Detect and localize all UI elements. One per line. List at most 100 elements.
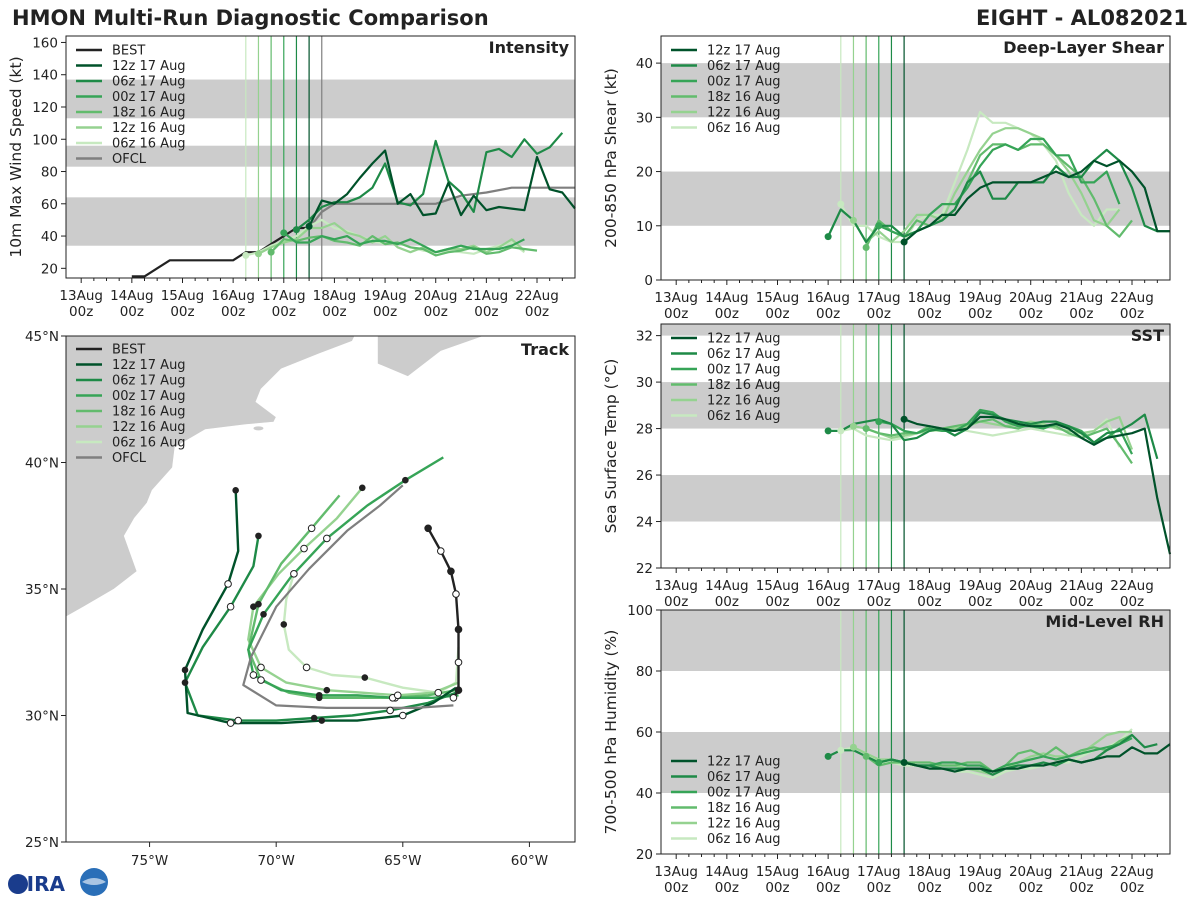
shear-legend-label: 12z 17 Aug [707,44,781,59]
track-day-marker [323,686,331,694]
track-series-run [247,456,459,699]
track-day-marker [232,487,239,494]
track-day-marker [402,476,409,484]
intensity-ytick-label: 100 [32,132,58,148]
track-day-marker [323,534,331,543]
track-day-marker [318,717,326,724]
shear-xtick-hour: 00z [664,306,688,322]
shear-series-start-marker [875,222,883,230]
shear-xtick-day: 13Aug [654,290,698,306]
track-series-ofcl [242,484,454,710]
intensity-ylabel: 10m Max Wind Speed (kt) [7,56,25,257]
cira-logo-swirl [82,878,106,885]
rh-series-start-marker [837,746,845,754]
sst-series-start-marker [837,427,845,435]
track-best-marker [436,547,445,555]
intensity-legend-label: 18z 16 Aug [112,106,186,121]
sst-ytick-label: 30 [636,375,653,391]
sst-xtick-hour: 00z [1019,594,1043,610]
intensity-series-start-marker [305,222,313,230]
sst-xtick-hour: 00z [1069,594,1093,610]
track-day-marker [234,716,242,725]
sst-xtick-day: 13Aug [654,578,698,594]
shear-ytick-label: 10 [636,219,653,235]
intensity-series-start-marker [242,251,250,259]
intensity-xtick-day: 20Aug [414,288,458,304]
sst-xtick-day: 20Aug [1009,578,1053,594]
shear-xtick-hour: 00z [867,306,891,322]
storm-id: EIGHT - AL082021 [976,6,1188,30]
track-ytick-label: 30°N [25,709,59,725]
figure-title: HMON Multi-Run Diagnostic Comparison [12,6,489,30]
sst-band [661,324,1170,336]
track-day-marker [255,600,262,608]
track-day-marker [255,532,262,540]
shear-ytick-label: 0 [644,273,653,289]
shear-xtick-day: 14Aug [705,290,749,306]
shear-xtick-hour: 00z [816,306,840,322]
shear-panel-title: Deep-Layer Shear [1003,38,1164,57]
rh-legend-label: 12z 16 Aug [707,817,781,832]
shear-xtick-hour: 00z [968,306,992,322]
track-best-marker [447,567,455,576]
sst-band [661,475,1170,522]
track-day-marker [290,570,298,578]
rh-series-start-marker [875,759,883,766]
intensity-series-run [283,231,525,254]
intensity-legend-label: 06z 16 Aug [112,137,186,152]
rh-ytick-label: 80 [636,664,653,680]
intensity-series-run [270,235,538,257]
track-day-marker [226,719,235,727]
intensity-xtick-day: 18Aug [313,288,357,304]
sst-ytick-label: 22 [636,561,653,577]
intensity-series-run [295,132,564,231]
sst-series-start-marker [849,422,857,430]
sst-series-start-marker [875,418,883,426]
sst-series-start-marker [862,425,870,433]
intensity-legend-label: 06z 17 Aug [112,75,186,90]
track-day-marker [358,484,366,492]
intensity-ytick-label: 60 [41,197,58,213]
shear-xtick-day: 15Aug [756,290,800,306]
shear-series-run [903,159,1170,243]
rh-ytick-label: 100 [627,603,653,619]
track-ytick-label: 45°N [25,329,59,345]
intensity-series-start-marker [267,248,275,256]
track-day-marker [260,611,267,618]
intensity-xtick-hour: 00z [373,304,397,320]
intensity-xtick-hour: 00z [272,304,296,320]
shear-ytick-label: 30 [636,110,653,126]
sst-xtick-day: 14Aug [705,578,749,594]
track-legend-label: BEST [112,343,145,358]
track-day-marker [310,714,318,722]
sst-xtick-day: 21Aug [1060,578,1104,594]
sst-background [661,324,1170,568]
rh-ylabel: 700-500 hPa Humidity (%) [602,630,620,835]
shear-legend-label: 00z 17 Aug [707,75,781,90]
track-best-marker [454,625,463,634]
sst-ytick-label: 24 [636,515,653,531]
intensity-band [66,145,575,167]
rh-xtick-hour: 00z [715,880,739,896]
rh-legend-label: 12z 17 Aug [707,755,781,770]
track-day-marker [393,691,402,700]
sst-series-run [903,415,1172,555]
track-day-marker [226,602,235,611]
rh-xtick-hour: 00z [664,880,688,896]
rh-xtick-day: 22Aug [1110,864,1154,880]
sst-legend-label: 12z 17 Aug [707,332,781,347]
track-day-marker [434,688,443,697]
track-legend-label: 00z 17 Aug [112,389,186,404]
intensity-ytick-label: 120 [32,100,58,116]
rh-xtick-hour: 00z [1069,880,1093,896]
shear-xtick-hour: 00z [1069,306,1093,322]
track-panel-title: Track [521,340,569,359]
track-day-marker [302,663,311,672]
track-xtick-label: 60°W [511,853,548,869]
sst-ytick-label: 32 [636,329,653,345]
rh-series-start-marker [862,752,870,760]
shear-legend-label: 18z 16 Aug [707,90,781,105]
intensity-xtick-day: 14Aug [110,288,154,304]
track-day-marker [257,663,265,672]
shear-xtick-day: 17Aug [857,290,901,306]
